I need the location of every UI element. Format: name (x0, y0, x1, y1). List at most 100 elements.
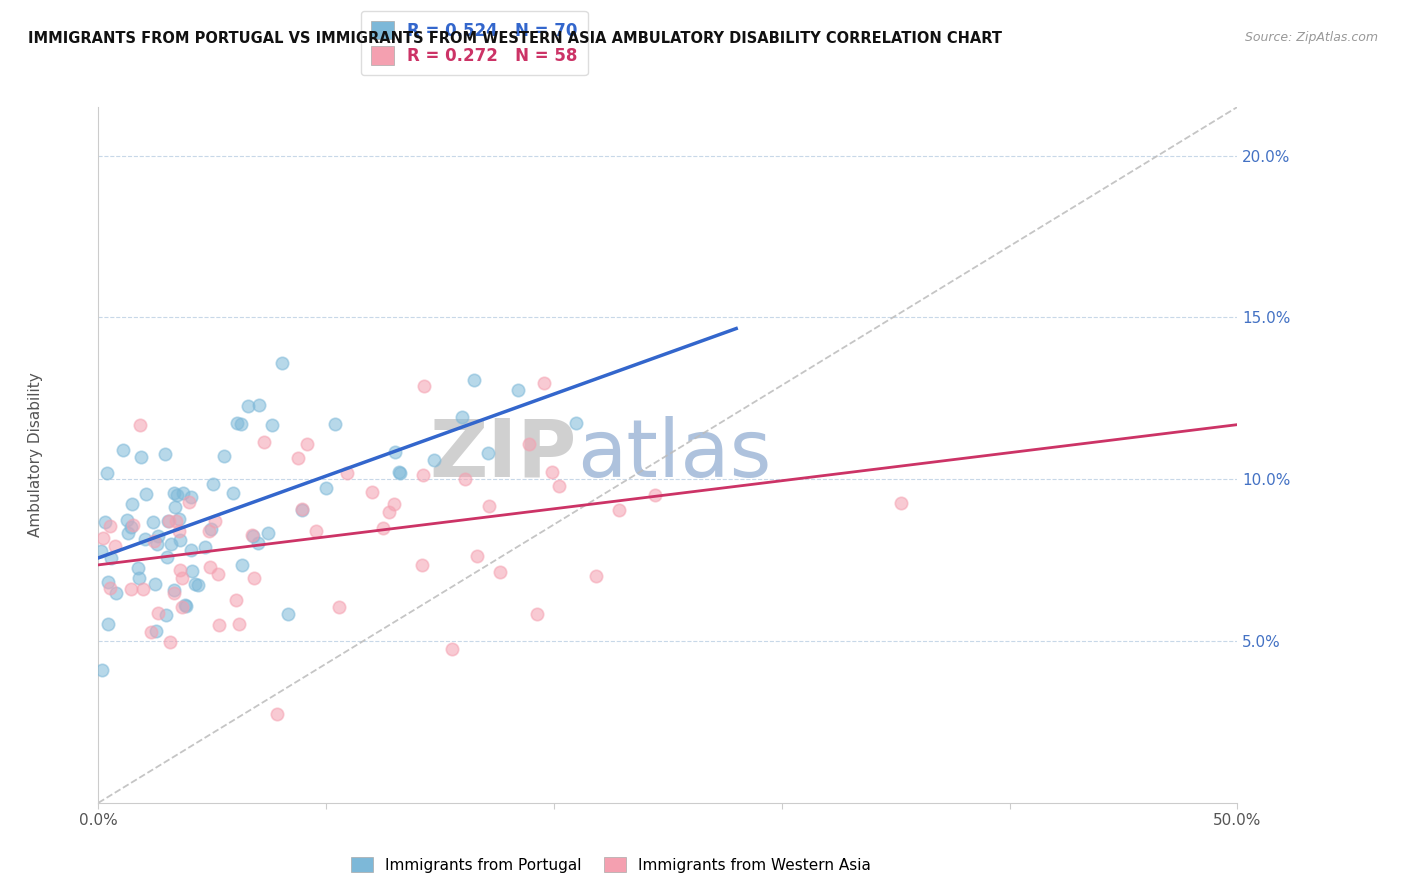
Point (129, 418, 152, 433)
Point (159, 537, 181, 551)
Point (94, 515, 117, 529)
Point (526, 607, 548, 622)
Point (187, 578, 209, 592)
Text: ZIP: ZIP (429, 416, 576, 494)
Point (236, 399, 259, 413)
Point (121, 518, 143, 533)
Point (208, 618, 231, 632)
Point (463, 373, 485, 387)
Point (413, 379, 436, 393)
Point (478, 499, 501, 513)
Point (378, 505, 401, 519)
Point (90, 544, 112, 558)
Point (214, 449, 236, 463)
Point (565, 416, 588, 430)
Point (541, 465, 564, 479)
Point (104, 539, 127, 553)
Point (165, 514, 187, 528)
Point (231, 558, 253, 573)
Point (117, 525, 139, 540)
Point (132, 582, 155, 596)
Point (139, 624, 162, 639)
Point (135, 487, 157, 501)
Point (465, 549, 488, 563)
Point (305, 524, 328, 538)
Point (315, 482, 337, 496)
Point (262, 417, 284, 432)
Point (243, 570, 266, 584)
Point (170, 600, 193, 615)
Point (163, 582, 186, 597)
Point (287, 450, 309, 465)
Point (488, 565, 510, 579)
Point (153, 447, 176, 461)
Text: IMMIGRANTS FROM PORTUGAL VS IMMIGRANTS FROM WESTERN ASIA AMBULATORY DISABILITY C: IMMIGRANTS FROM PORTUGAL VS IMMIGRANTS F… (28, 31, 1002, 46)
Point (163, 586, 186, 600)
Point (180, 490, 202, 504)
Point (221, 486, 243, 500)
Point (890, 495, 912, 509)
Point (454, 471, 477, 485)
Point (225, 592, 247, 607)
Point (242, 529, 264, 543)
Point (451, 409, 474, 424)
Point (174, 599, 197, 613)
Point (336, 466, 359, 480)
Point (157, 514, 180, 528)
Point (228, 617, 250, 632)
Point (607, 503, 630, 517)
Point (100, 550, 122, 565)
Point (508, 383, 530, 397)
Point (384, 445, 406, 459)
Point (96, 466, 118, 480)
Point (297, 437, 319, 451)
Point (412, 467, 434, 482)
Point (184, 577, 207, 591)
Point (128, 571, 150, 585)
Point (249, 398, 271, 412)
Point (270, 356, 292, 370)
Point (360, 485, 382, 500)
Point (177, 495, 200, 509)
Point (145, 624, 167, 638)
Point (166, 488, 188, 502)
Point (105, 586, 128, 600)
Text: Source: ZipAtlas.com: Source: ZipAtlas.com (1244, 31, 1378, 45)
Point (174, 598, 197, 612)
Point (226, 416, 249, 430)
Point (157, 514, 180, 528)
Point (155, 607, 177, 622)
Point (121, 497, 143, 511)
Point (198, 560, 221, 574)
Point (382, 496, 405, 510)
Point (477, 446, 499, 460)
Point (202, 477, 225, 491)
Point (246, 536, 269, 550)
Point (256, 525, 278, 540)
Point (533, 376, 555, 391)
Point (120, 519, 142, 533)
Point (180, 542, 202, 557)
Point (148, 606, 170, 620)
Point (159, 635, 181, 649)
Point (328, 600, 350, 615)
Point (98, 519, 121, 533)
Point (167, 511, 190, 525)
Point (388, 466, 411, 480)
Point (98, 581, 121, 595)
Point (172, 486, 194, 500)
Point (143, 534, 166, 549)
Point (120, 582, 142, 597)
Point (547, 479, 569, 493)
Point (156, 549, 179, 564)
Point (90, 663, 112, 677)
Point (388, 465, 411, 479)
Point (129, 450, 152, 465)
Point (207, 566, 229, 581)
Point (240, 528, 263, 542)
Point (112, 443, 135, 458)
Point (323, 417, 346, 431)
Point (229, 417, 252, 431)
Point (167, 524, 190, 538)
Point (97, 616, 120, 631)
